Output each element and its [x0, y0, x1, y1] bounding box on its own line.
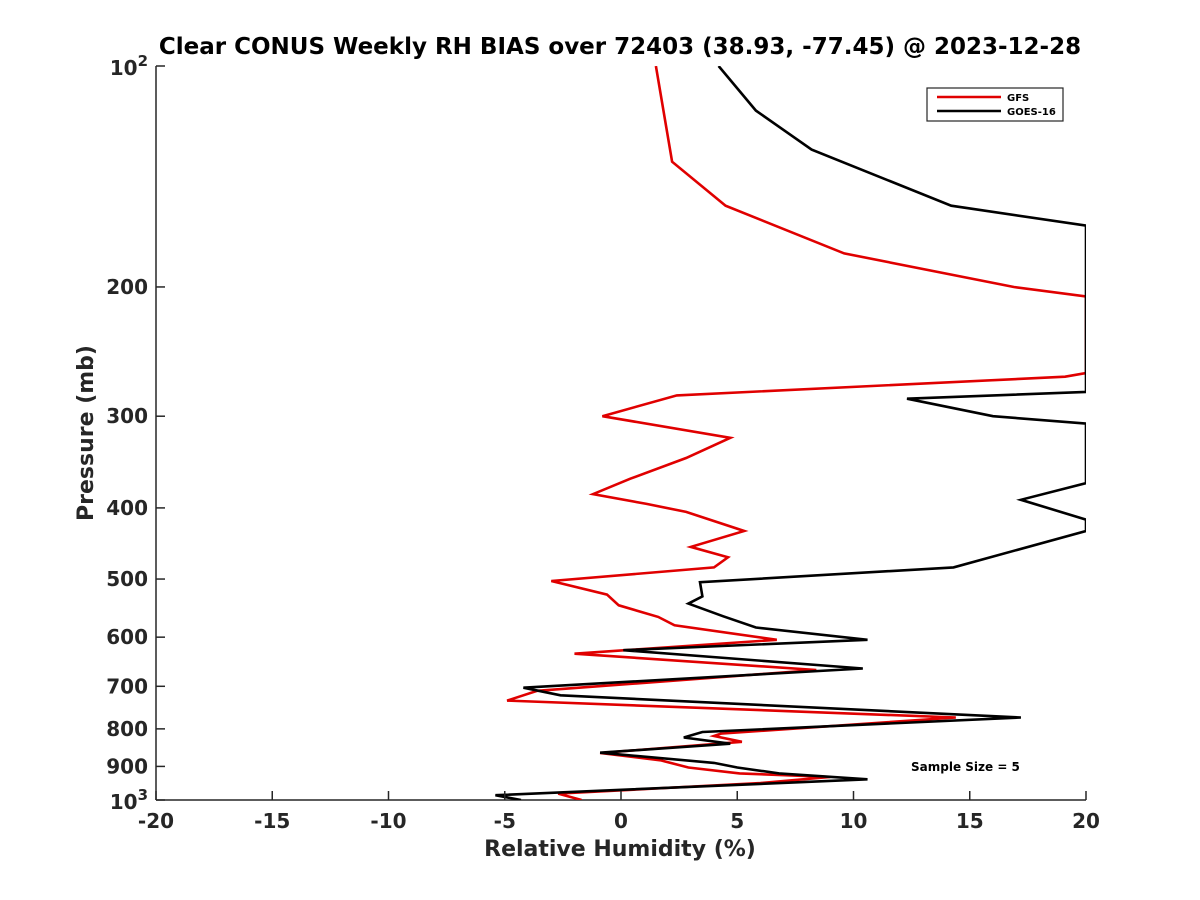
y-tick-label: 200 [106, 275, 148, 299]
y-tick-label: 600 [106, 625, 148, 649]
y-tick-label: 900 [106, 754, 148, 778]
y-axis-label: Pressure (mb) [74, 345, 99, 521]
legend: GFS GOES-16 [926, 87, 1064, 122]
x-tick-label: 20 [1072, 809, 1100, 833]
y-tick-label: 800 [106, 717, 148, 741]
y-tick-label: 400 [106, 496, 148, 520]
x-tick-label: 0 [614, 809, 628, 833]
chart-title: Clear CONUS Weekly RH BIAS over 72403 (3… [159, 34, 1081, 60]
sample-size-annotation: Sample Size = 5 [911, 760, 1020, 774]
x-tick-label: -10 [370, 809, 406, 833]
y-tick-label: 103 [110, 786, 148, 814]
series-line-gfs [506, 66, 1086, 800]
y-axis: 200 300 400 500 600 700 800 900 102 103 [106, 52, 165, 814]
x-tick-label: 5 [730, 809, 744, 833]
y-tick-label: 102 [110, 52, 148, 80]
legend-box [926, 87, 1064, 122]
legend-label: GFS [1007, 93, 1029, 104]
y-tick-label: 300 [106, 404, 148, 428]
x-tick-label: -20 [138, 809, 174, 833]
legend-label: GOES-16 [1007, 107, 1056, 118]
x-tick-label: -5 [494, 809, 516, 833]
plot-box [155, 66, 1086, 801]
x-tick-label: -15 [254, 809, 290, 833]
x-axis-label: Relative Humidity (%) [484, 837, 756, 862]
series-layer [495, 66, 1086, 800]
x-tick-label: 15 [956, 809, 984, 833]
y-tick-label: 500 [106, 567, 148, 591]
x-axis: -20 -15 -10 -5 0 5 10 15 20 [138, 791, 1100, 833]
x-tick-label: 10 [840, 809, 868, 833]
series-line-goes-16 [495, 66, 1086, 800]
y-tick-label: 700 [106, 674, 148, 698]
